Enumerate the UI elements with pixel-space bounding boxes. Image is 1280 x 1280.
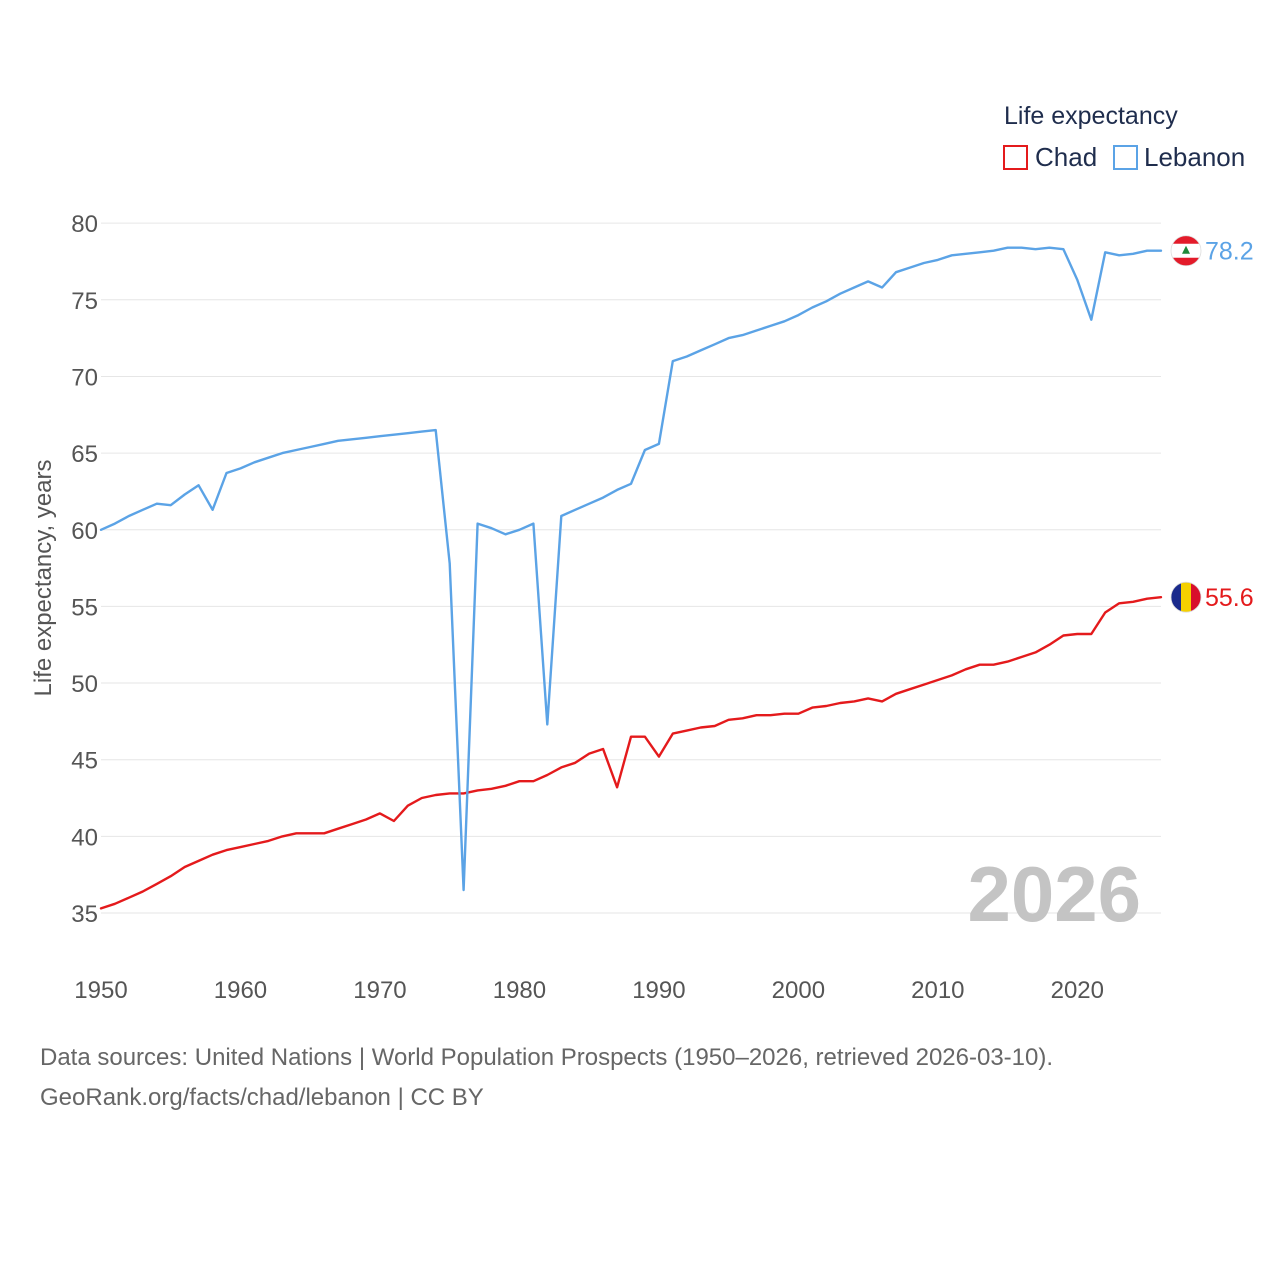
series-line-lebanon[interactable] — [99, 246, 1163, 892]
legend-label-lebanon: Lebanon — [1144, 142, 1245, 172]
x-tick-label: 2020 — [1051, 977, 1104, 1004]
legend-item-lebanon[interactable]: Lebanon — [1113, 142, 1245, 172]
y-tick-label: 35 — [71, 901, 98, 928]
end-value-label-lebanon: 78.2 — [1205, 238, 1254, 266]
y-tick-label: 60 — [71, 518, 98, 545]
legend-title: Life expectancy — [1004, 102, 1178, 130]
legend-swatch-lebanon — [1113, 145, 1138, 170]
series-end-markers: 55.6 78.2 — [1170, 235, 1254, 613]
x-tick-label: 1970 — [353, 977, 406, 1004]
legend-swatch-chad — [1003, 145, 1028, 170]
y-tick-label: 75 — [71, 288, 98, 315]
chad-flag-icon — [1170, 581, 1202, 613]
series-lines — [99, 246, 1163, 910]
y-tick-label: 70 — [71, 364, 98, 391]
current-year-label: 2026 — [967, 850, 1141, 938]
x-tick-label: 2000 — [772, 977, 825, 1004]
x-tick-label: 1990 — [632, 977, 685, 1004]
x-tick-label: 1950 — [74, 977, 127, 1004]
attribution-text: GeoRank.org/facts/chad/lebanon | CC BY — [40, 1084, 484, 1111]
life-expectancy-chart: 35 40 45 50 55 60 65 70 75 80 1950 1960 1970 1980 199… — [30, 102, 1254, 1004]
end-value-label-chad: 55.6 — [1205, 584, 1254, 612]
y-tick-label: 40 — [71, 824, 98, 851]
legend: Life expectancy Chad Lebanon — [1003, 102, 1245, 172]
y-axis-title: Life expectancy, years — [30, 459, 57, 696]
x-tick-label: 1960 — [214, 977, 267, 1004]
gridlines — [101, 222, 1161, 914]
y-tick-label: 55 — [71, 594, 98, 621]
y-tick-label: 65 — [71, 441, 98, 468]
y-tick-label: 80 — [71, 211, 98, 238]
x-tick-label: 1980 — [493, 977, 546, 1004]
y-tick-label: 45 — [71, 748, 98, 775]
y-axis-ticks: 35 40 45 50 55 60 65 70 75 80 — [71, 211, 98, 928]
legend-item-chad[interactable]: Chad — [1003, 142, 1097, 172]
y-tick-label: 50 — [71, 671, 98, 698]
lebanon-flag-icon — [1170, 235, 1202, 267]
data-source-text: Data sources: United Nations | World Pop… — [40, 1044, 1054, 1071]
legend-label-chad: Chad — [1035, 142, 1097, 172]
x-tick-label: 2010 — [911, 977, 964, 1004]
x-axis-ticks: 1950 1960 1970 1980 1990 2000 2010 2020 — [74, 977, 1104, 1004]
series-line-chad[interactable] — [99, 596, 1163, 910]
